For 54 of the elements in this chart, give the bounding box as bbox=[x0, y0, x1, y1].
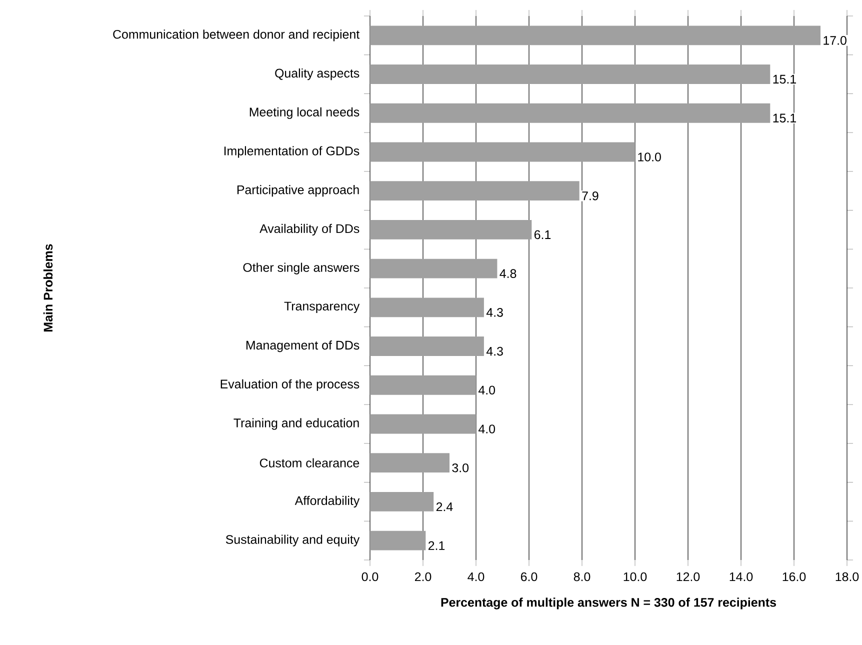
y-tick-label: Quality aspects bbox=[275, 68, 360, 80]
y-tick-label: Communication between donor and recipient bbox=[113, 30, 360, 42]
bar bbox=[370, 375, 476, 395]
y-tick-label: Management of DDs bbox=[246, 340, 360, 352]
data-label: 15.1 bbox=[773, 114, 796, 122]
bar bbox=[370, 26, 821, 46]
y-tick-label: Availability of DDs bbox=[260, 224, 360, 236]
y-tick-label: Custom clearance bbox=[260, 458, 360, 468]
data-label: 4.3 bbox=[486, 308, 503, 317]
bar bbox=[370, 181, 580, 201]
bar bbox=[370, 64, 770, 84]
bar bbox=[370, 103, 770, 123]
x-tick-label: 4.0 bbox=[468, 572, 484, 582]
x-tick-label: 6.0 bbox=[520, 572, 538, 582]
x-tick-label: 12.0 bbox=[676, 572, 700, 582]
y-tick-label: Other single answers bbox=[243, 262, 360, 274]
data-label: 15.1 bbox=[773, 74, 796, 84]
x-tick-label: 16.0 bbox=[782, 572, 806, 582]
data-label: 7.9 bbox=[582, 191, 598, 200]
x-axis-title: Percentage of multiple answers N = 330 of 157 recipients bbox=[441, 598, 776, 610]
data-label: 4.3 bbox=[486, 346, 503, 356]
bar bbox=[370, 258, 498, 278]
y-tick-label: Evaluation of the process bbox=[220, 379, 360, 391]
x-tick-label: 14.0 bbox=[730, 572, 753, 582]
bar bbox=[370, 453, 450, 473]
y-axis-title: Main Problems bbox=[43, 244, 53, 332]
x-tick-label: 0.0 bbox=[362, 572, 378, 582]
bar bbox=[370, 414, 476, 434]
y-tick-label: Training and education bbox=[234, 418, 359, 430]
y-tick-label: Sustainability and equity bbox=[226, 534, 360, 546]
data-label: 2.4 bbox=[436, 502, 453, 512]
y-tick-label: Implementation of GDDs bbox=[224, 146, 360, 158]
data-label: 2.1 bbox=[428, 541, 445, 550]
bar bbox=[370, 142, 636, 162]
y-tick-label: Affordability bbox=[294, 496, 360, 508]
x-tick-label: 2.0 bbox=[414, 572, 432, 582]
bar bbox=[370, 336, 484, 356]
y-tick-label: Transparency bbox=[284, 302, 360, 313]
x-tick-label: 8.0 bbox=[574, 572, 590, 582]
bar bbox=[370, 530, 426, 550]
x-tick-label: 18.0 bbox=[836, 572, 859, 582]
data-label: 4.0 bbox=[478, 386, 496, 395]
data-label: 17.0 bbox=[824, 36, 846, 45]
bar bbox=[370, 492, 434, 512]
bar bbox=[370, 298, 484, 318]
data-label: 3.0 bbox=[452, 463, 469, 472]
data-label: 4.8 bbox=[500, 269, 516, 278]
data-label: 4.0 bbox=[478, 424, 496, 434]
y-tick-label: Participative approach bbox=[237, 185, 359, 197]
data-label: 6.1 bbox=[534, 230, 551, 240]
y-tick-label: Meeting local needs bbox=[250, 107, 360, 119]
bar bbox=[370, 220, 532, 240]
x-tick-label: 10.0 bbox=[624, 572, 647, 582]
data-label: 10.0 bbox=[638, 152, 661, 162]
